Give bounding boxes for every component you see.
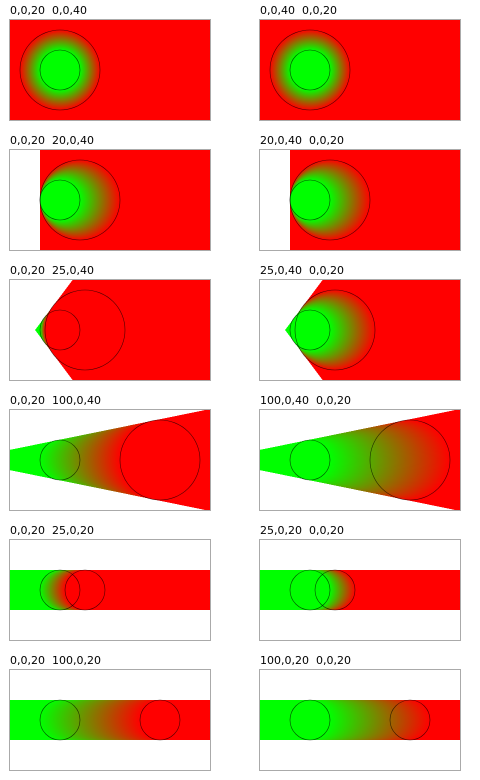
cell-border: [9, 19, 211, 121]
start-circle: [39, 309, 81, 351]
cell-border: [9, 149, 211, 251]
cell: [10, 410, 210, 510]
gradient-fill: [260, 570, 460, 610]
end-circle: [39, 159, 121, 241]
gradient-fill: [40, 150, 210, 250]
cell: [10, 20, 210, 120]
cell: [260, 569, 460, 611]
end-circle: [289, 439, 331, 481]
cell-border: [259, 149, 461, 251]
gradient-fill: [35, 280, 210, 380]
start-circle: [39, 699, 81, 741]
start-circle: [39, 439, 81, 481]
cell-border: [259, 539, 461, 641]
cell-label: 100,0,40 0,0,20: [260, 394, 351, 407]
end-circle: [289, 309, 331, 351]
gradient-fill: [10, 20, 210, 120]
end-circle: [119, 419, 201, 501]
cell: [289, 150, 460, 250]
cell-label: 25,0,20 0,0,20: [260, 524, 344, 537]
cell-label: 0,0,20 100,0,20: [10, 654, 101, 667]
cell: [35, 280, 210, 380]
cell-border: [259, 669, 461, 771]
start-circle: [269, 29, 351, 111]
end-circle: [64, 569, 106, 611]
end-circle: [289, 179, 331, 221]
cell-border: [259, 409, 461, 511]
end-circle: [44, 289, 126, 371]
cell-label: 0,0,20 100,0,40: [10, 394, 101, 407]
gradient-fill: [10, 570, 210, 610]
gradient-fill: [260, 700, 460, 740]
cell-border: [259, 279, 461, 381]
start-circle: [369, 419, 451, 501]
cell-label: 100,0,20 0,0,20: [260, 654, 351, 667]
gradient-fill: [260, 20, 460, 120]
cell-label: 0,0,20 25,0,40: [10, 264, 94, 277]
end-circle: [139, 699, 181, 741]
cell-label: 0,0,20 0,0,40: [10, 4, 87, 17]
gradient-fill: [290, 150, 460, 250]
start-circle: [314, 569, 356, 611]
cell-label: 25,0,40 0,0,20: [260, 264, 344, 277]
cell: [10, 699, 210, 741]
start-circle: [389, 699, 431, 741]
cell: [10, 569, 210, 611]
cell-border: [9, 279, 211, 381]
cell: [260, 699, 460, 741]
end-circle: [289, 49, 331, 91]
start-circle: [39, 569, 81, 611]
end-circle: [19, 29, 101, 111]
gradient-fill: [285, 280, 460, 380]
cell-border: [9, 409, 211, 511]
cell-border: [9, 669, 211, 771]
cell: [285, 280, 460, 380]
cell-label: 0,0,20 20,0,40: [10, 134, 94, 147]
cell: [39, 150, 210, 250]
cell-label: 0,0,20 25,0,20: [10, 524, 94, 537]
cell-border: [259, 19, 461, 121]
cell: [260, 410, 460, 510]
gradient-fill: [10, 700, 210, 740]
start-circle: [294, 289, 376, 371]
cell: [260, 20, 460, 120]
cell-label: 20,0,40 0,0,20: [260, 134, 344, 147]
end-circle: [289, 569, 331, 611]
end-circle: [289, 699, 331, 741]
cell-border: [9, 539, 211, 641]
start-circle: [39, 49, 81, 91]
cell-label: 0,0,40 0,0,20: [260, 4, 337, 17]
